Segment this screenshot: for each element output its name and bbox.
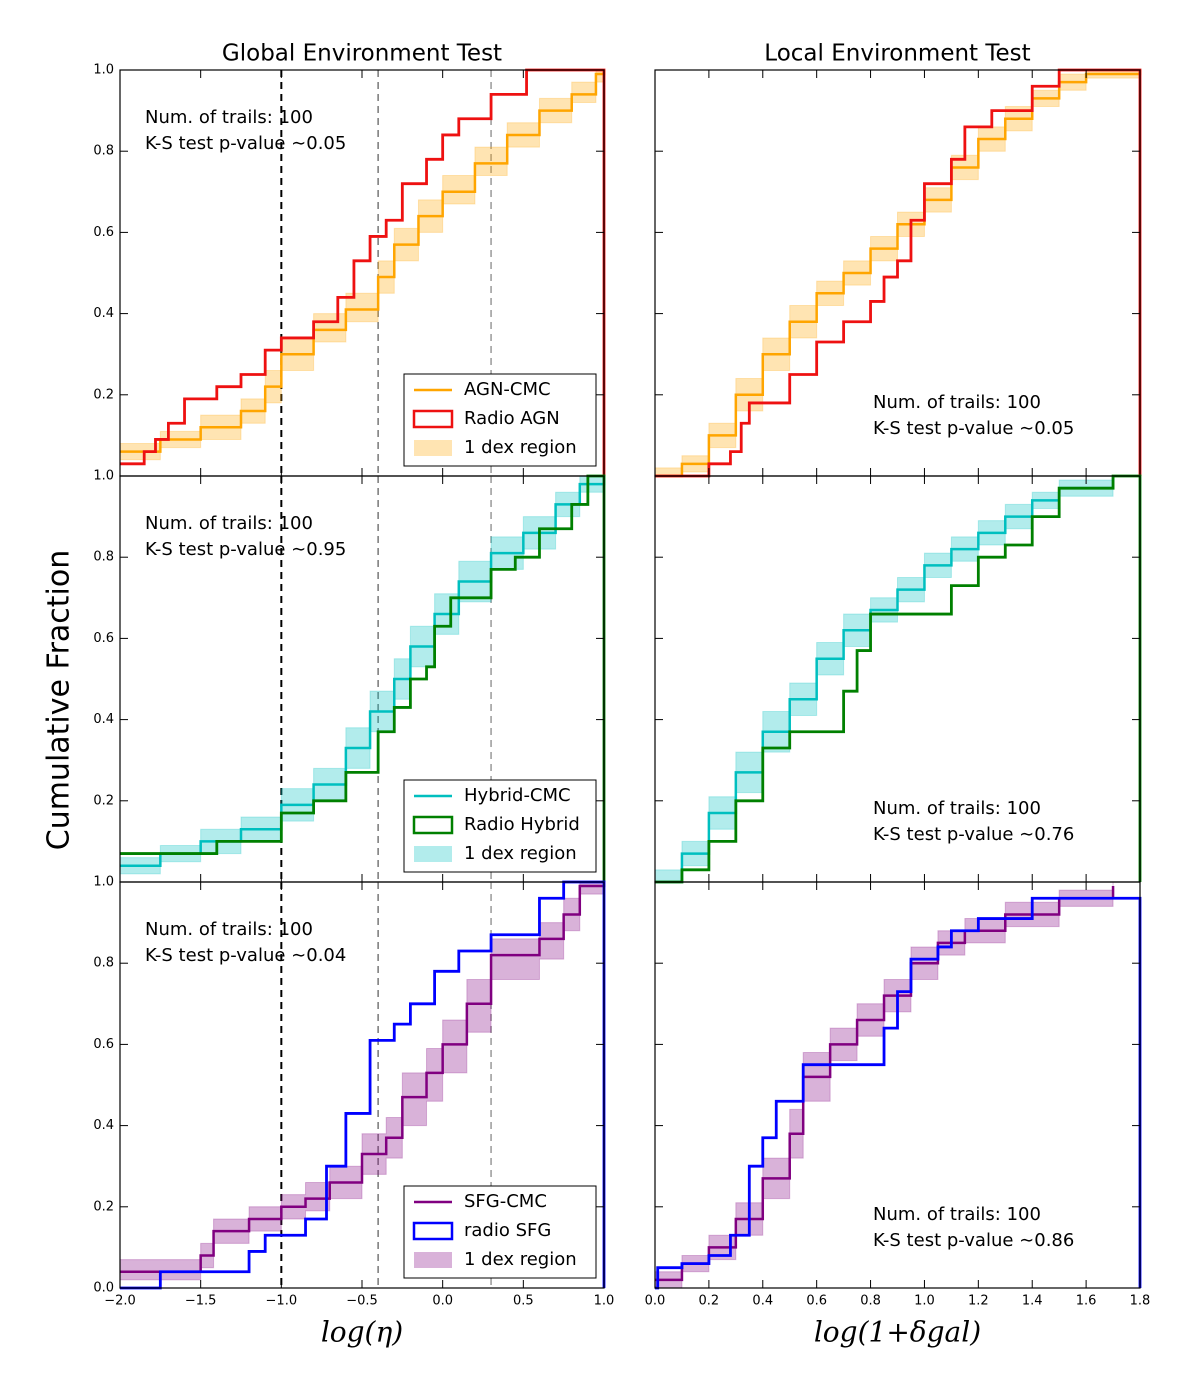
step-line — [655, 886, 1115, 1282]
y-axis-label: Cumulative Fraction — [42, 550, 77, 851]
annotation: K-S test p-value ∼0.05 — [873, 418, 1074, 439]
x-tick-label: −2.0 — [104, 1294, 136, 1309]
annotation: K-S test p-value ∼0.95 — [145, 539, 346, 560]
x-tick-label: −0.5 — [346, 1294, 378, 1309]
annotation: Num. of trails: 100 — [873, 1204, 1041, 1225]
step-line — [120, 882, 606, 1274]
legend-label: SFG-CMC — [464, 1191, 547, 1212]
annotation: Num. of trails: 100 — [873, 798, 1041, 819]
y-tick-label: 0.4 — [93, 306, 114, 321]
legend-swatch — [414, 440, 452, 456]
y-tick-label: 0.8 — [93, 956, 114, 971]
legend-swatch — [414, 1252, 452, 1268]
x-tick-label: 1.8 — [1130, 1294, 1151, 1309]
annotation: K-S test p-value ∼0.86 — [873, 1230, 1074, 1251]
y-tick-label: 1.0 — [93, 875, 114, 890]
y-tick-label: 0.6 — [93, 631, 114, 646]
y-tick-label: 0.6 — [93, 225, 114, 240]
x-tick-label: 0.2 — [699, 1294, 720, 1309]
legend-label: Radio AGN — [464, 408, 560, 429]
x-tick-label: 1.4 — [1022, 1294, 1043, 1309]
step-line — [120, 476, 606, 868]
plot-frame — [654, 881, 1141, 1289]
y-tick-label: 0.8 — [93, 144, 114, 159]
step-line — [120, 474, 606, 882]
x-tick-label: 0.0 — [645, 1294, 666, 1309]
step-line — [655, 474, 1142, 884]
y-tick-label: 1.0 — [93, 63, 114, 78]
x-tick-label: 1.2 — [968, 1294, 989, 1309]
annotation: K-S test p-value ∼0.05 — [145, 133, 346, 154]
annotation: K-S test p-value ∼0.04 — [145, 945, 346, 966]
step-line — [120, 70, 606, 453]
x-axis-label: log(η) — [321, 1316, 403, 1349]
annotation: Num. of trails: 100 — [145, 107, 313, 128]
x-tick-label: 1.0 — [594, 1294, 615, 1309]
legend-label: 1 dex region — [464, 437, 577, 458]
legend-swatch — [412, 409, 454, 429]
band — [654, 476, 1114, 883]
panel-title: Global Environment Test — [222, 41, 502, 67]
x-tick-label: −1.5 — [185, 1294, 217, 1309]
annotation: Num. of trails: 100 — [145, 919, 313, 940]
y-tick-label: 0.2 — [93, 387, 114, 402]
legend-label: Hybrid-CMC — [464, 785, 571, 806]
legend-label: Radio Hybrid — [464, 814, 580, 835]
x-tick-label: 0.4 — [752, 1294, 773, 1309]
legend-swatch — [412, 1221, 454, 1241]
x-tick-label: 0.5 — [513, 1294, 534, 1309]
y-tick-label: 0.8 — [93, 550, 114, 565]
step-line — [120, 880, 606, 1290]
legend-swatch — [414, 846, 452, 862]
legend-label: AGN-CMC — [464, 379, 551, 400]
y-tick-label: 0.4 — [93, 1118, 114, 1133]
step-line — [655, 896, 1142, 1290]
band — [654, 882, 1114, 1289]
annotation: Num. of trails: 100 — [145, 513, 313, 534]
x-tick-label: 1.0 — [914, 1294, 935, 1309]
x-tick-label: 0.0 — [432, 1294, 453, 1309]
x-tick-label: 0.6 — [806, 1294, 827, 1309]
y-tick-label: 0.2 — [93, 1199, 114, 1214]
x-axis-label: log(1+δgal) — [814, 1316, 981, 1349]
legend-label: radio SFG — [464, 1220, 551, 1241]
y-tick-label: 0.4 — [93, 712, 114, 727]
y-tick-label: 0.2 — [93, 793, 114, 808]
legend-swatch — [412, 815, 454, 835]
x-tick-label: −1.0 — [266, 1294, 298, 1309]
step-line — [655, 70, 1142, 478]
step-line — [655, 68, 1142, 478]
panel-title: Local Environment Test — [764, 41, 1030, 67]
y-tick-label: 1.0 — [93, 469, 114, 484]
x-tick-label: 0.8 — [860, 1294, 881, 1309]
legend-label: 1 dex region — [464, 1249, 577, 1270]
annotation: K-S test p-value ∼0.76 — [873, 824, 1074, 845]
x-tick-label: 1.6 — [1076, 1294, 1097, 1309]
y-tick-label: 0.6 — [93, 1037, 114, 1052]
annotation: Num. of trails: 100 — [873, 392, 1041, 413]
y-tick-label: 0.0 — [93, 1281, 114, 1296]
step-line — [120, 68, 606, 476]
legend-label: 1 dex region — [464, 843, 577, 864]
